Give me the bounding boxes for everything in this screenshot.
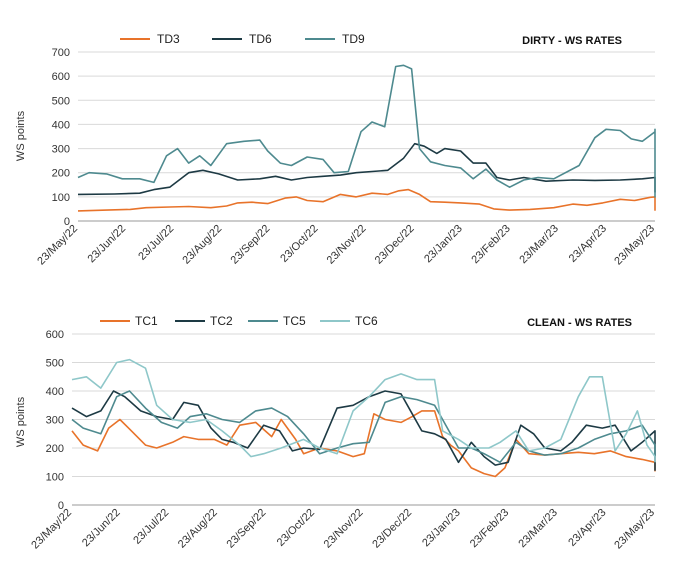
- dirty-y-tick-labels: 0 100 200 300 400 500 600 700: [52, 47, 70, 228]
- dirty-series-line-td3: [77, 188, 656, 212]
- clean-y-tick-300: 300: [46, 415, 64, 427]
- dirty-y-tick-100: 100: [52, 192, 70, 204]
- dirty-y-tick-200: 200: [52, 168, 70, 180]
- dirty-y-tick-500: 500: [52, 95, 70, 107]
- clean-y-tick-100: 100: [46, 472, 64, 484]
- dirty-legend-label-td6: TD6: [249, 32, 272, 46]
- dirty-chart-title: DIRTY - WS RATES: [522, 35, 622, 47]
- dirty-y-tick-700: 700: [52, 47, 70, 59]
- clean-series-lines: [71, 358, 656, 478]
- clean-y-tick-labels: 0 100 200 300 400 500 600: [46, 329, 64, 512]
- dirty-y-axis-label: WS points: [15, 110, 27, 161]
- clean-y-tick-500: 500: [46, 358, 64, 370]
- dirty-series-lines: [77, 64, 656, 212]
- clean-legend-item-tc2: TC2: [175, 314, 233, 328]
- clean-legend-label-tc2: TC2: [210, 314, 233, 328]
- dirty-legend: TD3 TD6 TD9: [120, 32, 365, 46]
- dirty-series-line-td6: [77, 142, 656, 196]
- clean-legend: TC1 TC2 TC5 TC6: [100, 314, 378, 328]
- clean-y-tick-600: 600: [46, 329, 64, 341]
- dirty-y-tick-600: 600: [52, 71, 70, 83]
- clean-y-tick-400: 400: [46, 386, 64, 398]
- dirty-y-tick-300: 300: [52, 144, 70, 156]
- clean-legend-label-tc5: TC5: [283, 314, 306, 328]
- clean-legend-label-tc6: TC6: [355, 314, 378, 328]
- clean-legend-item-tc5: TC5: [248, 314, 306, 328]
- clean-legend-label-tc1: TC1: [135, 314, 158, 328]
- dirty-legend-item-td6: TD6: [212, 32, 272, 46]
- dirty-legend-label-td9: TD9: [342, 32, 365, 46]
- dirty-series-line-td9: [77, 64, 656, 198]
- dirty-y-tick-400: 400: [52, 119, 70, 131]
- clean-legend-item-tc1: TC1: [100, 314, 158, 328]
- clean-chart-title: CLEAN - WS RATES: [527, 317, 632, 329]
- clean-legend-item-tc6: TC6: [320, 314, 378, 328]
- dirty-legend-item-td3: TD3: [120, 32, 180, 46]
- dirty-legend-item-td9: TD9: [305, 32, 365, 46]
- clean-series-line-tc2: [71, 390, 656, 471]
- clean-series-line-tc6: [71, 358, 656, 463]
- clean-y-tick-200: 200: [46, 443, 64, 455]
- clean-y-axis-label: WS points: [15, 396, 27, 447]
- clean-y-tick-0: 0: [58, 500, 64, 512]
- dirty-y-tick-0: 0: [64, 216, 70, 228]
- dirty-legend-label-td3: TD3: [157, 32, 180, 46]
- clean-series-line-tc5: [71, 390, 656, 464]
